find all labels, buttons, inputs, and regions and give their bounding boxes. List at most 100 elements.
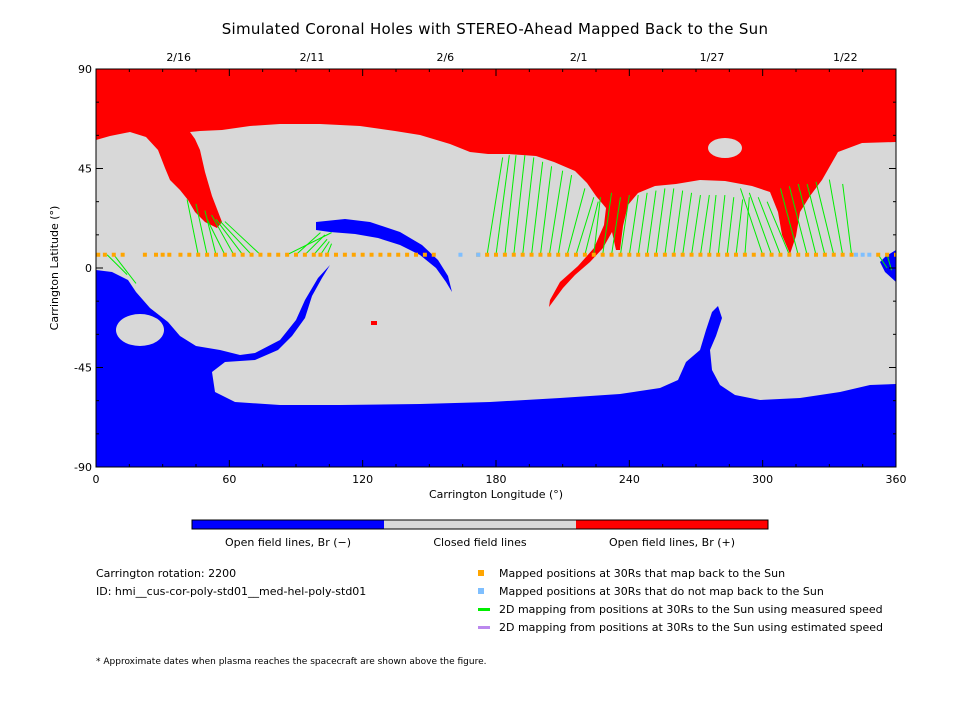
axes: 0 60 120 180 240 300 360 90 45 0 -45 -90 Carrington …	[48, 51, 907, 501]
mapped-point	[187, 252, 192, 257]
mapped-point	[160, 252, 165, 257]
mapped-point	[778, 252, 783, 257]
mapping-line	[637, 192, 648, 255]
mapping-line	[113, 254, 137, 284]
mapping-line	[495, 155, 510, 255]
mapping-line	[828, 179, 844, 255]
top-date-label: 2/1	[570, 51, 588, 64]
mapping-line	[522, 157, 535, 255]
mapped-points	[96, 252, 896, 257]
mapped-point	[849, 252, 854, 257]
mapping-line	[224, 221, 261, 256]
mapped-point	[805, 252, 810, 257]
mapping-line	[744, 197, 750, 255]
unmapped-point	[476, 252, 481, 257]
y-axis-label: Carrington Latitude (°)	[48, 206, 61, 331]
mapped-point	[196, 252, 201, 257]
unmapped-point	[867, 252, 872, 257]
mapping-line	[748, 192, 773, 255]
south-negative-coronal-hole	[96, 265, 896, 467]
mapped-point	[302, 252, 307, 257]
colorbar-label-negative: Open field lines, Br (−)	[224, 536, 352, 549]
mapped-point	[627, 252, 632, 257]
mapping-line	[788, 186, 808, 255]
mapped-point	[591, 252, 596, 257]
footnote: * Approximate dates when plasma reaches …	[96, 657, 487, 667]
x-tick-label: 240	[619, 473, 640, 486]
colorbar	[191, 519, 769, 530]
mapping-line	[186, 199, 199, 255]
mapped-point	[285, 252, 290, 257]
mapping-line	[215, 219, 244, 256]
model-id: ID: hmi__cus-cor-poly-std01__med-hel-pol…	[96, 585, 367, 598]
mapped-point	[787, 252, 792, 257]
mapped-point	[267, 252, 272, 257]
mapping-line	[877, 254, 888, 269]
mapping-line	[673, 190, 684, 255]
mapped-point	[351, 252, 356, 257]
mapped-point	[547, 252, 552, 257]
y-tick-label: 0	[85, 262, 92, 275]
mapped-point	[502, 252, 507, 257]
mapping-line	[806, 183, 826, 255]
mapped-point	[698, 252, 703, 257]
x-tick-label: 120	[352, 473, 373, 486]
mapped-point	[520, 252, 525, 257]
mapped-point	[311, 252, 316, 257]
mapped-point	[494, 252, 498, 257]
mapping-line	[548, 170, 564, 255]
mapping-line	[766, 201, 790, 255]
mapped-point	[276, 252, 281, 257]
mapped-point	[760, 252, 765, 257]
x-tick-label: 60	[222, 473, 236, 486]
mapped-point	[716, 252, 721, 257]
y-tick-label: 45	[78, 163, 92, 176]
colorbar-label-positive: Open field lines, Br (+)	[608, 536, 736, 549]
mapping-line	[708, 194, 717, 255]
mapped-point	[725, 252, 730, 257]
unmapped-point	[860, 252, 865, 257]
mapping-line	[628, 194, 639, 255]
mapping-line	[211, 214, 235, 255]
mapped-point	[142, 252, 147, 257]
mapping-line	[779, 188, 799, 255]
mapped-point	[369, 252, 374, 257]
mapped-point	[636, 252, 641, 257]
mapped-point	[205, 252, 210, 257]
top-date-label: 2/11	[300, 51, 325, 64]
colorbar-open-positive	[576, 520, 768, 529]
mapping-line	[320, 241, 330, 256]
mapped-point	[249, 252, 254, 257]
mapped-point	[360, 252, 365, 257]
x-tick-label: 180	[486, 473, 507, 486]
mapped-point	[565, 252, 570, 257]
mapped-point	[734, 252, 738, 257]
mapped-point	[387, 252, 392, 257]
mapped-point	[222, 252, 227, 257]
mapping-line	[566, 188, 586, 255]
mapped-point	[178, 252, 183, 257]
top-date-label: 2/6	[436, 51, 454, 64]
mapping-line	[619, 194, 630, 255]
mapped-point	[318, 252, 323, 257]
mapped-point	[618, 252, 623, 257]
mapping-line	[313, 238, 328, 256]
mapped-point	[645, 252, 650, 257]
mapping-line	[584, 201, 599, 255]
mapped-point	[831, 252, 836, 257]
mapping-line	[206, 219, 226, 255]
colorbar-frame	[191, 519, 769, 530]
mapped-point	[167, 252, 172, 257]
mapping-line	[106, 254, 128, 275]
mapping-line	[195, 203, 208, 255]
closed-island-south	[116, 314, 164, 346]
unmapped-point	[854, 252, 858, 257]
top-date-label: 1/22	[833, 51, 858, 64]
mapped-point	[680, 252, 685, 257]
x-tick-label: 300	[752, 473, 773, 486]
mapping-line	[797, 183, 817, 255]
mapped-point	[154, 252, 158, 257]
mapping-line	[286, 232, 332, 256]
mapping-line	[717, 194, 726, 255]
